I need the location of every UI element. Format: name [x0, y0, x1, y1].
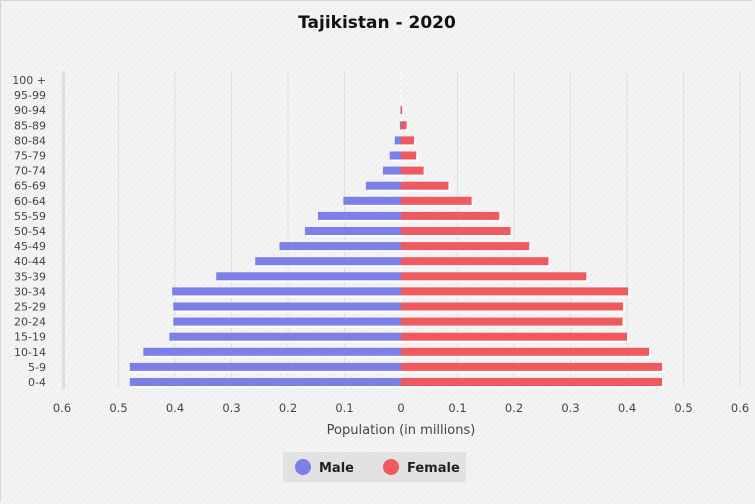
- legend-male-marker: [295, 459, 311, 475]
- y-tick-label: 15-19: [14, 331, 46, 344]
- bar-male[interactable]: [365, 181, 401, 190]
- legend-male-label[interactable]: Male: [319, 461, 354, 476]
- x-tick-label: 0: [397, 401, 404, 415]
- x-tick-label: 0.3: [561, 401, 579, 415]
- legend-female-marker: [383, 459, 399, 475]
- x-tick-label: 0.1: [448, 401, 466, 415]
- bar-male[interactable]: [169, 332, 401, 341]
- y-tick-label: 50-54: [14, 225, 46, 238]
- bar-male[interactable]: [173, 317, 401, 326]
- y-tick-label: 35-39: [14, 270, 46, 283]
- bar-female[interactable]: [401, 287, 629, 296]
- x-tick-label: 0.4: [618, 401, 636, 415]
- bar-male[interactable]: [172, 287, 401, 296]
- bar-male[interactable]: [304, 227, 401, 235]
- bar-female[interactable]: [401, 317, 623, 326]
- y-tick-label: 30-34: [14, 285, 46, 298]
- y-tick-label: 70-74: [14, 165, 46, 178]
- y-tick-label: 20-24: [14, 316, 46, 329]
- bar-female[interactable]: [401, 196, 472, 205]
- bar-male[interactable]: [343, 196, 401, 205]
- y-tick-label: 95-99: [14, 89, 46, 102]
- bars: [129, 106, 665, 388]
- bar-male[interactable]: [394, 136, 401, 145]
- bar-male[interactable]: [216, 272, 401, 281]
- x-tick-label: 0.6: [731, 401, 749, 415]
- bar-male[interactable]: [173, 302, 401, 311]
- legend: Male Female: [283, 452, 466, 482]
- bar-female[interactable]: [401, 242, 530, 251]
- y-tick-label: 45-49: [14, 240, 46, 253]
- y-tick-label: 10-14: [14, 346, 46, 359]
- bar-female[interactable]: [401, 227, 511, 235]
- bar-male[interactable]: [399, 121, 401, 130]
- bar-shadow: [402, 108, 403, 117]
- bar-male[interactable]: [129, 378, 402, 386]
- y-tick-label: 100 +: [12, 74, 46, 87]
- y-tick-label: 40-44: [14, 255, 46, 268]
- y-tick-label: 5-9: [28, 361, 46, 374]
- x-tick-label: 0.1: [335, 401, 353, 415]
- y-tick-label: 0-4: [28, 376, 46, 389]
- bar-female[interactable]: [401, 257, 549, 266]
- bar-female[interactable]: [401, 302, 624, 311]
- bar-female[interactable]: [401, 378, 663, 386]
- x-tick-label: 0.3: [222, 401, 240, 415]
- bar-male[interactable]: [143, 347, 402, 356]
- bar-female[interactable]: [401, 347, 650, 356]
- legend-female-label[interactable]: Female: [407, 461, 460, 476]
- bar-female[interactable]: [401, 272, 587, 281]
- bar-female[interactable]: [401, 332, 627, 341]
- bar-male[interactable]: [400, 106, 401, 115]
- y-tick-label: 90-94: [14, 104, 46, 117]
- bar-male[interactable]: [389, 151, 401, 160]
- bar-female[interactable]: [401, 181, 449, 190]
- bar-male[interactable]: [255, 257, 401, 266]
- x-tick-label: 0.2: [505, 401, 523, 415]
- x-tick-label: 0.4: [166, 401, 184, 415]
- bar-male[interactable]: [317, 211, 401, 220]
- y-tick-label: 85-89: [14, 119, 46, 132]
- bar-female[interactable]: [401, 106, 403, 115]
- x-tick-label: 0.5: [109, 401, 127, 415]
- bar-female[interactable]: [401, 362, 663, 371]
- bar-female[interactable]: [401, 151, 417, 160]
- bar-female[interactable]: [401, 211, 500, 220]
- bar-male[interactable]: [382, 166, 401, 175]
- y-tick-label: 65-69: [14, 180, 46, 193]
- bar-male[interactable]: [279, 242, 401, 251]
- bar-shadow: [403, 108, 405, 117]
- y-tick-label: 25-29: [14, 301, 46, 314]
- bar-female[interactable]: [401, 121, 407, 130]
- x-axis-labels: 0.6 0.5 0.4 0.3 0.2 0.1 0 0.1 0.2 0.3 0.4 0.5 0.6: [53, 401, 749, 415]
- chart-title: Tajikistan - 2020: [298, 13, 456, 33]
- y-axis-labels: 100 + 95-99 90-94 85-89 80-84 75-79 70-74 65-69…: [12, 74, 46, 389]
- x-tick-label: 0.2: [279, 401, 297, 415]
- bar-female[interactable]: [401, 136, 414, 145]
- y-tick-label: 60-64: [14, 195, 46, 208]
- bar-male[interactable]: [129, 362, 402, 371]
- y-tick-label: 75-79: [14, 150, 46, 163]
- x-axis-title: Population (in millions): [327, 423, 476, 438]
- y-tick-label: 55-59: [14, 210, 46, 223]
- x-tick-label: 0.5: [674, 401, 692, 415]
- x-tick-label: 0.6: [53, 401, 71, 415]
- y-tick-label: 80-84: [14, 134, 46, 147]
- legend-box: [283, 452, 466, 482]
- bar-female[interactable]: [401, 166, 424, 175]
